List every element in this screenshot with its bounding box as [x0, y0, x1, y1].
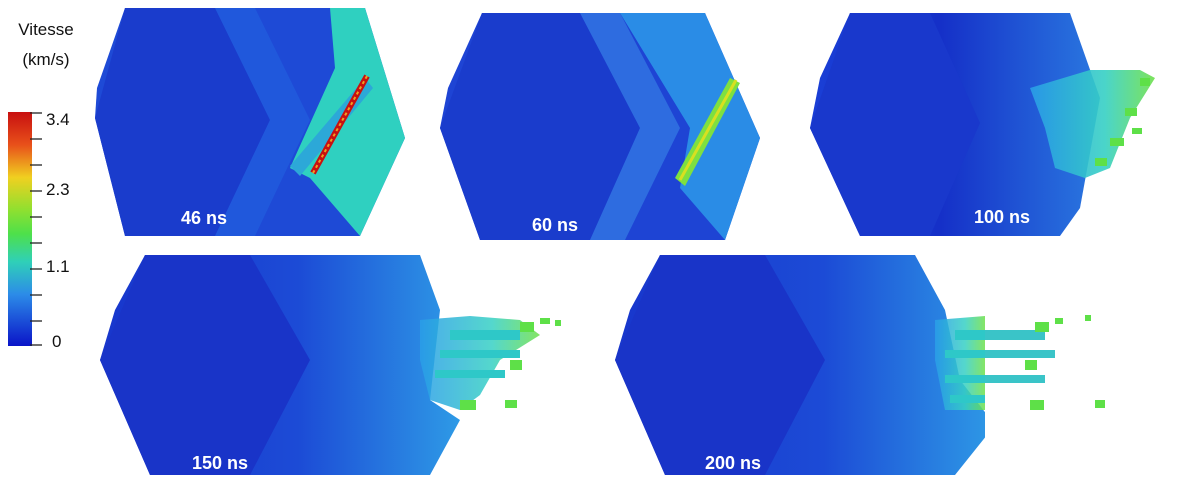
simulation-image — [95, 8, 405, 236]
color-scale-bar — [8, 112, 42, 346]
panel-60ns: 60 ns — [440, 8, 780, 243]
panel-150ns: 150 ns — [100, 250, 570, 480]
time-label: 60 ns — [532, 215, 579, 235]
time-label: 46 ns — [181, 208, 228, 228]
tick-label-min: 0 — [52, 332, 62, 351]
panel-200ns: 200 ns — [615, 250, 1105, 480]
simulation-image — [810, 13, 1155, 236]
simulation-image — [615, 255, 985, 475]
legend-title-line1: Vitesse — [18, 20, 74, 39]
simulation-image — [440, 13, 760, 240]
legend-title-line2: (km/s) — [22, 50, 70, 69]
jet-spray — [985, 315, 1105, 410]
panel-100ns: 100 ns — [810, 8, 1175, 243]
tick-label-mid: 1.1 — [46, 257, 70, 276]
simulation-image — [100, 255, 561, 475]
tick-label-high: 2.3 — [46, 180, 70, 199]
time-label: 150 ns — [192, 453, 249, 473]
tick-label-max: 3.4 — [46, 110, 70, 129]
time-label: 200 ns — [705, 453, 762, 473]
panel-46ns: 46 ns — [95, 8, 415, 238]
time-label: 100 ns — [974, 207, 1031, 227]
